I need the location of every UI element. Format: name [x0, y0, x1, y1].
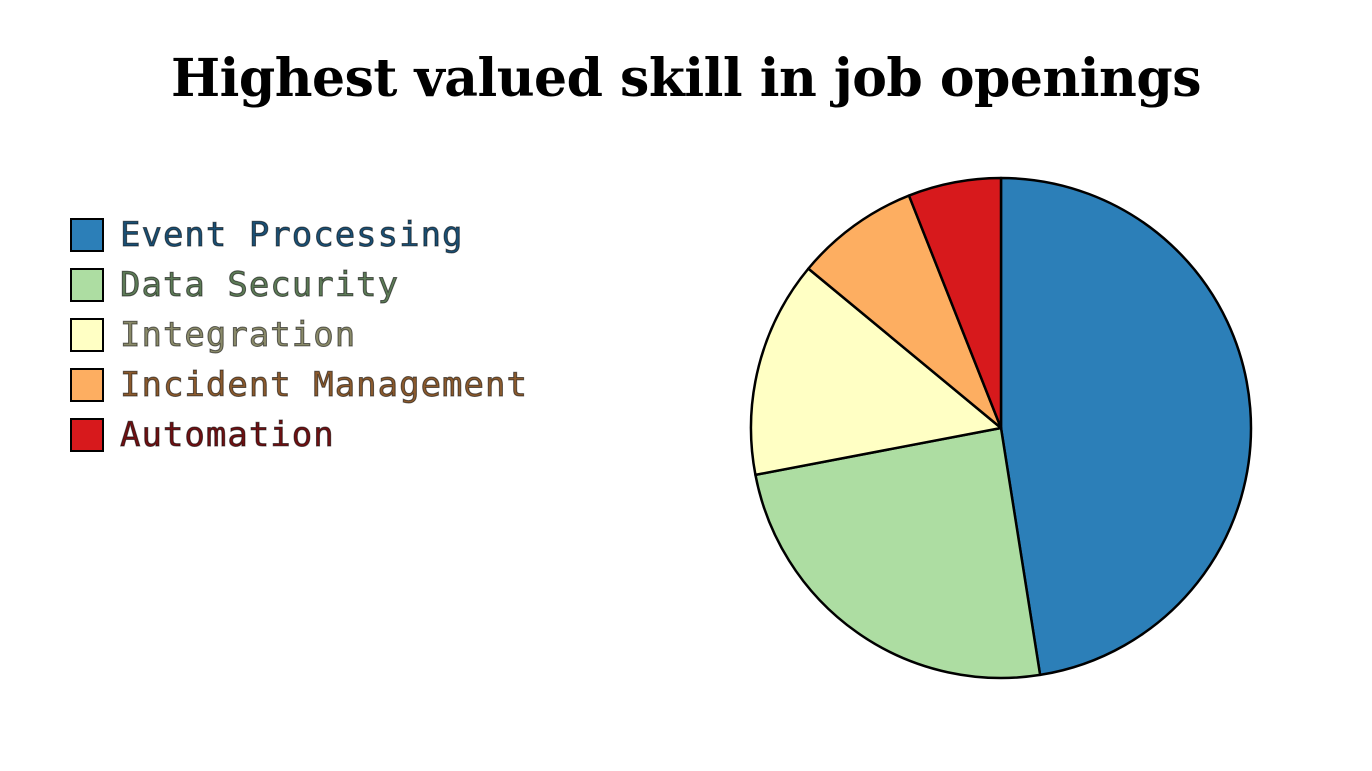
legend-label: Automation	[120, 415, 335, 456]
pie-slice-event-processing	[999, 176, 1253, 677]
legend-item: Event Processing	[70, 210, 528, 260]
pie-slice-automation	[907, 176, 1003, 430]
legend-label: Event Processing	[120, 215, 464, 256]
pie-slice-integration	[749, 267, 1003, 477]
legend-swatch	[70, 318, 104, 352]
legend-item: Incident Management	[70, 360, 528, 410]
pie-slice-incident-management	[807, 194, 1003, 430]
legend-swatch	[70, 418, 104, 452]
legend-item: Integration	[70, 310, 528, 360]
legend-swatch	[70, 268, 104, 302]
chart-title: Highest valued skill in job openings	[171, 48, 1201, 109]
legend: Event Processing Data Security Integration…	[70, 210, 528, 460]
legend-item: Automation	[70, 410, 528, 460]
pie-slice-data-security	[754, 426, 1042, 680]
legend-swatch	[70, 368, 104, 402]
legend-label: Data Security	[119, 265, 400, 306]
legend-label: Incident Management	[120, 365, 528, 406]
legend-swatch	[70, 218, 104, 252]
legend-label: Integration	[119, 315, 357, 356]
legend-item: Data Security	[70, 260, 528, 310]
